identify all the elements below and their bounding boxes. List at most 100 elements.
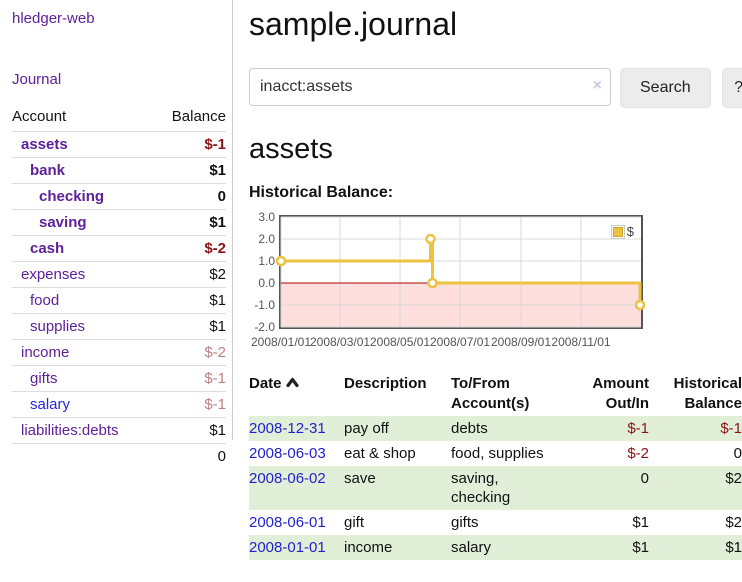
account-row: expenses $2 <box>12 261 226 288</box>
account-balance: $1 <box>153 313 226 340</box>
sidebar-account-link[interactable]: bank <box>30 162 66 179</box>
account-row: supplies $1 <box>12 313 226 340</box>
sidebar-account-link[interactable]: food <box>30 292 60 309</box>
register-header-description: Description <box>344 375 427 392</box>
search-box: × <box>249 68 611 108</box>
help-button[interactable]: ? <box>721 68 742 108</box>
transaction-description: eat & shop <box>344 445 416 462</box>
register-header-accounts: To/From Account(s) <box>451 375 530 412</box>
y-axis-tick-label: 0.0 <box>258 276 275 290</box>
chart-legend: $ <box>610 224 634 239</box>
account-row: saving $1 <box>12 209 226 236</box>
account-row: income $-2 <box>12 339 226 366</box>
transaction-date-link[interactable]: 2008-06-02 <box>249 470 326 487</box>
y-axis-tick-label: 1.0 <box>258 254 275 268</box>
account-row: assets $-1 <box>12 131 226 158</box>
account-row: checking 0 <box>12 183 226 210</box>
transaction-balance: $1 <box>725 539 742 556</box>
account-balance: $-2 <box>153 339 226 366</box>
transaction-accounts: salary <box>451 539 492 556</box>
y-axis-tick-label: 3.0 <box>258 210 275 224</box>
transaction-description: save <box>344 470 376 487</box>
account-row: salary $-1 <box>12 391 226 418</box>
account-balance: $1 <box>153 417 226 444</box>
transaction-description: gift <box>344 514 365 531</box>
account-balance: $-1 <box>153 131 226 158</box>
x-axis-tick-label: 2008/09/01 <box>490 335 552 349</box>
register-header-date[interactable]: Date <box>249 372 344 416</box>
sidebar-account-link[interactable]: expenses <box>21 266 86 283</box>
transaction-accounts: saving, checking <box>451 470 511 506</box>
chart-plot-area[interactable]: $ <box>275 215 646 329</box>
sort-ascending-icon <box>285 374 299 394</box>
y-axis-tick-label: 2.0 <box>258 232 275 246</box>
sidebar-account-link[interactable]: gifts <box>30 370 58 387</box>
register-header-amount: Amount Out/In <box>592 375 649 412</box>
account-balance: $1 <box>153 287 226 314</box>
legend-label: $ <box>626 224 634 239</box>
sidebar-account-link[interactable]: supplies <box>30 318 86 335</box>
main-panel: sample.journal × Search ? assets Histori… <box>233 0 742 560</box>
brand-link[interactable]: hledger-web <box>12 10 95 27</box>
x-axis-tick-label: 2008/07/01 <box>429 335 491 349</box>
account-row: liabilities:debts $1 <box>12 417 226 444</box>
account-balance: $1 <box>153 209 226 236</box>
account-balance: $1 <box>153 157 226 184</box>
transaction-balance: $2 <box>725 514 742 531</box>
x-axis-tick-label: 2008/01/01 <box>250 335 312 349</box>
register-tbody: 2008-12-31 pay off debts $-1 $-1 2008-06-03 ea… <box>249 416 742 560</box>
account-row: cash $-2 <box>12 235 226 262</box>
sidebar-item-journal[interactable]: Journal <box>12 71 62 88</box>
search-form: × Search ? <box>249 68 742 108</box>
sidebar-account-link[interactable]: saving <box>39 214 87 231</box>
account-balance: $-1 <box>153 391 226 418</box>
transaction-accounts: gifts <box>451 514 479 531</box>
x-axis-tick-label: 2008/05/01 <box>369 335 431 349</box>
chart-canvas <box>275 216 646 328</box>
sidebar-account-link[interactable]: assets <box>21 136 68 153</box>
account-row: gifts $-1 <box>12 365 226 392</box>
sidebar-account-link[interactable]: salary <box>30 396 71 413</box>
sidebar-account-link[interactable]: cash <box>30 240 65 257</box>
y-axis-tick-label: -1.0 <box>254 298 275 312</box>
transaction-balance: 0 <box>733 445 742 462</box>
search-input[interactable] <box>249 68 611 106</box>
transaction-description: income <box>344 539 393 556</box>
balance-chart: $ 3.0 2.0 1.0 0.0 -1.0 -2.0 2008/01/01 2008/03/… <box>249 210 742 357</box>
register-row: 2008-06-03 eat & shop food, supplies $-2 0 <box>249 441 742 466</box>
transaction-accounts: debts <box>451 420 488 437</box>
accounts-total-value: 0 <box>153 443 226 469</box>
account-balance: $-2 <box>153 235 226 262</box>
transaction-amount: $1 <box>632 514 649 531</box>
transaction-date-link[interactable]: 2008-06-03 <box>249 445 326 462</box>
accounts-header-account: Account <box>12 104 154 132</box>
accounts-tbody: assets $-1 bank $1 checking 0 saving $1 cash $-2 e… <box>12 131 226 444</box>
register-row: 2008-12-31 pay off debts $-1 $-1 <box>249 416 742 441</box>
transaction-accounts: food, supplies <box>451 445 544 462</box>
sidebar-account-link[interactable]: income <box>21 344 70 361</box>
transaction-balance: $-1 <box>720 420 742 437</box>
register-table: Date Description To/From Account(s) Amou… <box>249 372 742 560</box>
transaction-date-link[interactable]: 2008-01-01 <box>249 539 326 556</box>
app: hledger-web Journal Account Balance asse… <box>0 0 742 560</box>
transaction-amount: $1 <box>632 539 649 556</box>
x-axis-tick-label: 2008/03/01 <box>309 335 371 349</box>
search-button[interactable]: Search <box>620 68 711 108</box>
transaction-amount: $-1 <box>627 420 649 437</box>
account-row: food $1 <box>12 287 226 314</box>
sidebar: hledger-web Journal Account Balance asse… <box>0 0 233 469</box>
sidebar-account-link[interactable]: checking <box>39 188 105 205</box>
sidebar-account-link[interactable]: liabilities:debts <box>21 422 119 439</box>
transaction-amount: $-2 <box>627 445 649 462</box>
transaction-date-link[interactable]: 2008-06-01 <box>249 514 326 531</box>
account-heading: assets <box>249 133 333 165</box>
clear-search-icon[interactable]: × <box>592 77 602 94</box>
register-header-balance: Historical Balance <box>673 375 742 412</box>
transaction-date-link[interactable]: 2008-12-31 <box>249 420 326 437</box>
transaction-description: pay off <box>344 420 389 437</box>
chart-title: Historical Balance: <box>249 184 394 201</box>
accounts-table: Account Balance assets $-1 bank $1 checking 0… <box>12 104 226 469</box>
account-balance: $-1 <box>153 365 226 392</box>
transaction-amount: 0 <box>640 470 649 487</box>
accounts-total-row: 0 <box>12 443 226 469</box>
